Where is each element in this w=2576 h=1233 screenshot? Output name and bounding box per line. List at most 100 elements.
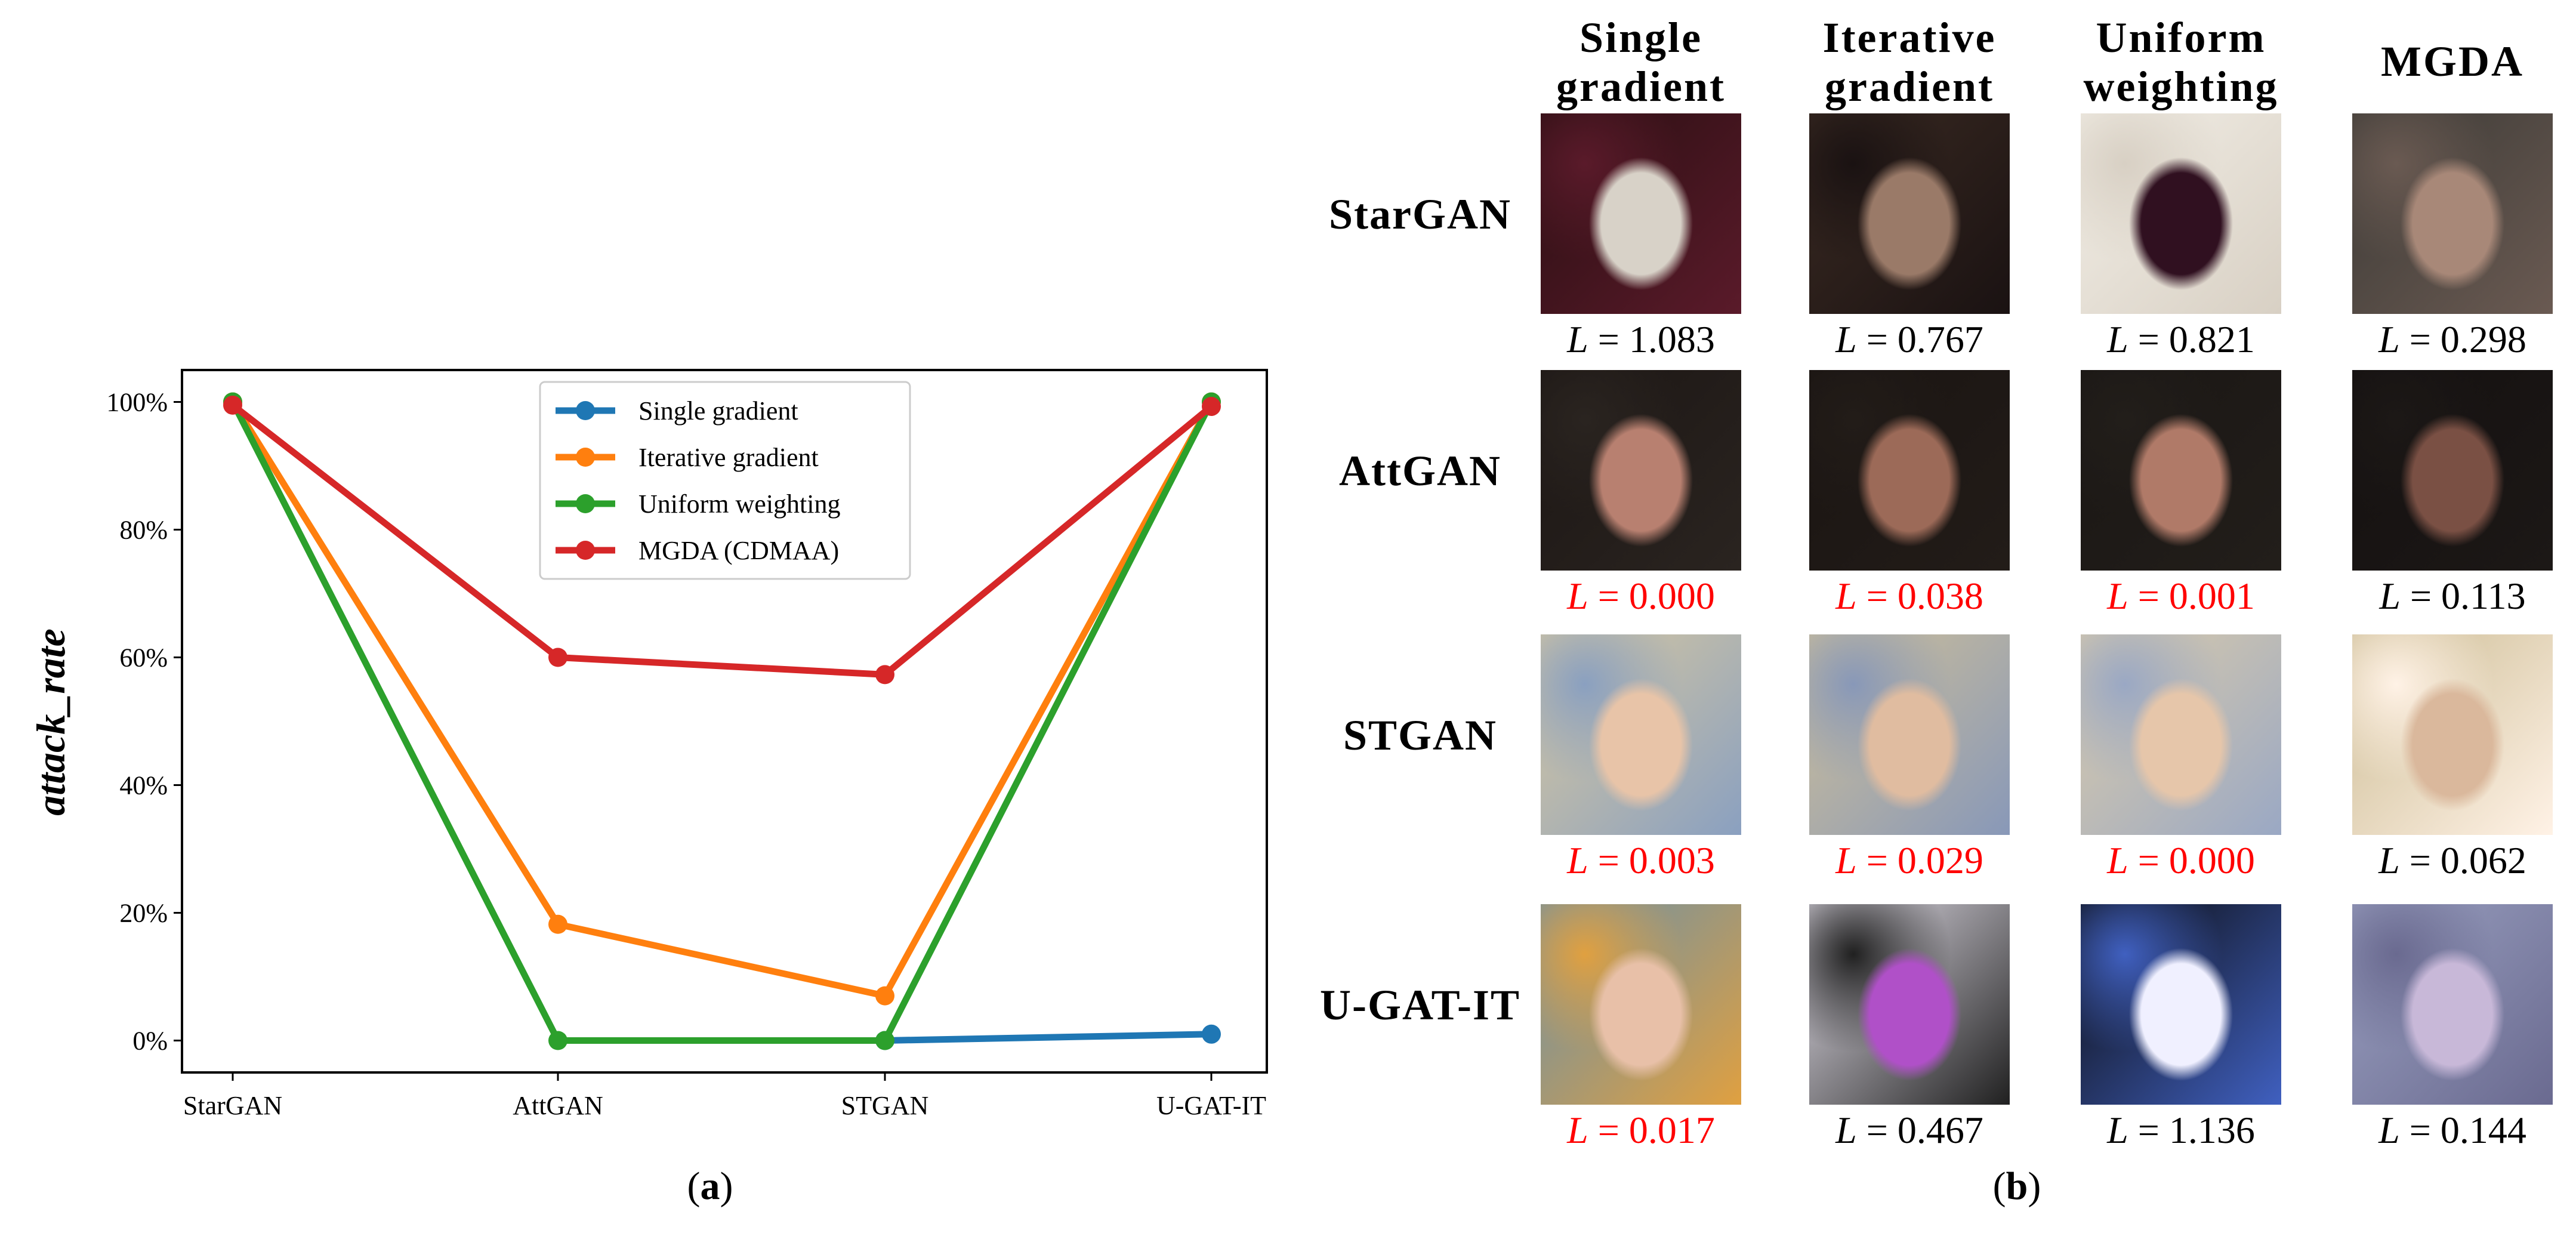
- chart-legend: Single gradient Iterative gradient Uniform…: [539, 381, 911, 580]
- series-line: [229, 399, 1215, 1000]
- data-point: [875, 1031, 894, 1050]
- loss-symbol: L: [1835, 318, 1857, 360]
- column-header-line: MGDA: [2381, 38, 2524, 85]
- result-image: [1541, 113, 1741, 314]
- result-image: [1541, 634, 1741, 835]
- data-point: [875, 665, 894, 685]
- loss-symbol: L: [1835, 1109, 1857, 1151]
- y-tick-label: 0%: [132, 1027, 168, 1056]
- legend-label: MGDA (CDMAA): [638, 536, 839, 565]
- loss-symbol: L: [1835, 575, 1857, 617]
- result-image: [2352, 370, 2553, 571]
- column-header-line: Uniform: [2096, 14, 2266, 61]
- series-line: [229, 399, 1215, 1044]
- caption-a-letter: a: [700, 1164, 720, 1208]
- loss-number: = 0.821: [2128, 318, 2255, 360]
- loss-number: = 0.017: [1588, 1109, 1715, 1151]
- loss-symbol: L: [2379, 575, 2401, 617]
- row-label: AttGAN: [1339, 447, 1501, 495]
- column-header-line: gradient: [1556, 63, 1726, 110]
- data-point: [223, 395, 242, 415]
- loss-value: L = 0.038: [1790, 574, 2029, 618]
- result-image: [1541, 370, 1741, 571]
- y-tick-label: 20%: [119, 899, 168, 928]
- loss-value: L = 0.767: [1790, 318, 2029, 362]
- loss-value: L = 0.113: [2333, 574, 2572, 618]
- column-header: MGDA: [2345, 37, 2560, 86]
- result-image: [2081, 113, 2281, 314]
- loss-value: L = 0.062: [2333, 839, 2572, 883]
- result-image: [1541, 904, 1741, 1105]
- legend-label: Iterative gradient: [638, 443, 819, 472]
- loss-symbol: L: [1567, 575, 1588, 617]
- loss-number: = 0.298: [2399, 318, 2526, 360]
- data-point: [548, 648, 567, 667]
- y-tick-label: 40%: [119, 771, 168, 800]
- loss-value: L = 0.001: [2062, 574, 2300, 618]
- loss-symbol: L: [2107, 575, 2128, 617]
- y-tick-label: 100%: [106, 388, 168, 417]
- loss-value: L = 0.017: [1522, 1108, 1760, 1152]
- x-tick-label: STGAN: [841, 1091, 929, 1120]
- loss-value: L = 0.000: [2062, 839, 2300, 883]
- loss-number: = 0.000: [2128, 839, 2255, 881]
- row-label: StarGAN: [1329, 190, 1511, 238]
- loss-value: L = 0.144: [2333, 1108, 2572, 1152]
- legend-label: Uniform weighting: [638, 489, 841, 519]
- loss-symbol: L: [2378, 1109, 2400, 1151]
- loss-number: = 0.767: [1856, 318, 1983, 360]
- loss-symbol: L: [1567, 839, 1588, 881]
- column-header: Iterative gradient: [1802, 13, 2017, 111]
- loss-value: L = 0.821: [2062, 318, 2300, 362]
- data-point: [1202, 1024, 1221, 1044]
- data-point: [548, 914, 567, 934]
- loss-value: L = 0.298: [2333, 318, 2572, 362]
- plot-frame: [181, 369, 1268, 1074]
- column-header-line: gradient: [1825, 63, 1994, 110]
- loss-value: L = 1.083: [1522, 318, 1760, 362]
- loss-symbol: L: [2378, 318, 2400, 360]
- row-label: U-GAT-IT: [1319, 981, 1521, 1029]
- result-image: [1809, 113, 2010, 314]
- caption-b-letter: b: [2006, 1164, 2028, 1208]
- y-axis-label: attack_rate: [28, 628, 73, 816]
- loss-value: L = 0.000: [1522, 574, 1760, 618]
- chart-series: [223, 392, 1221, 1050]
- line-chart: 0% 20% 40% 60% 80% 100% StarGAN AttGAN STGAN U-GA…: [28, 369, 1268, 1120]
- loss-symbol: L: [1567, 318, 1588, 360]
- y-tick-label: 60%: [119, 643, 168, 673]
- column-header-line: Iterative: [1822, 14, 1997, 61]
- legend-marker: [576, 494, 595, 513]
- loss-value: L = 0.029: [1790, 839, 2029, 883]
- result-image: [2352, 113, 2553, 314]
- loss-value: L = 1.136: [2062, 1108, 2300, 1152]
- legend-label: Single gradient: [638, 396, 798, 426]
- result-image: [1809, 904, 2010, 1105]
- loss-number: = 1.083: [1588, 318, 1715, 360]
- result-image: [1809, 634, 2010, 835]
- loss-number: = 0.144: [2399, 1109, 2526, 1151]
- loss-symbol: L: [2378, 839, 2400, 881]
- loss-value: L = 0.467: [1790, 1108, 2029, 1152]
- result-image: [2352, 904, 2553, 1105]
- x-tick-label: U-GAT-IT: [1156, 1091, 1266, 1120]
- loss-symbol: L: [1835, 839, 1857, 881]
- caption-b: (b): [1992, 1164, 2041, 1208]
- column-header: Uniform weighting: [2074, 13, 2288, 111]
- loss-symbol: L: [1567, 1109, 1588, 1151]
- x-tick-label: StarGAN: [183, 1091, 282, 1120]
- loss-number: = 0.001: [2128, 575, 2255, 617]
- caption-a: (a): [687, 1164, 733, 1208]
- loss-number: = 0.038: [1856, 575, 1983, 617]
- x-tick-label: AttGAN: [513, 1091, 603, 1120]
- data-point: [875, 986, 894, 1006]
- chart-axes: 0% 20% 40% 60% 80% 100% StarGAN AttGAN STGAN U-GA…: [106, 369, 1268, 1120]
- loss-value: L = 0.003: [1522, 839, 1760, 883]
- loss-number: = 0.062: [2399, 839, 2526, 881]
- loss-symbol: L: [2107, 839, 2128, 881]
- loss-number: = 0.000: [1588, 575, 1715, 617]
- result-image: [2081, 370, 2281, 571]
- result-image: [2081, 634, 2281, 835]
- column-header: Single gradient: [1534, 13, 1748, 111]
